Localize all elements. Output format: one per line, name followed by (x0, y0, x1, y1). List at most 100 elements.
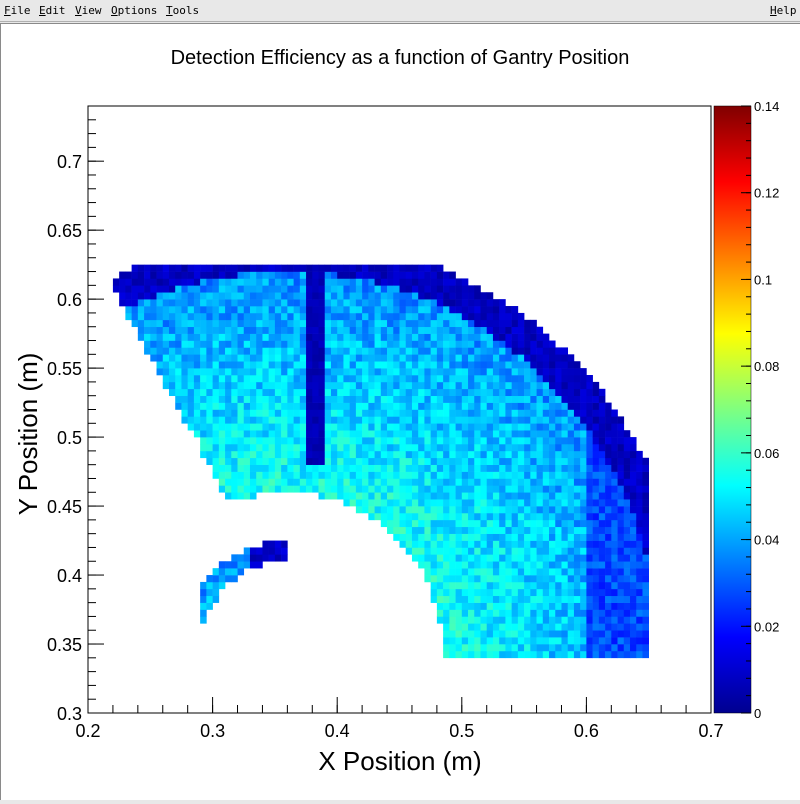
heatmap-bin (511, 630, 519, 638)
heatmap-bin (617, 616, 625, 624)
heatmap-bin (411, 547, 419, 555)
heatmap-bin (623, 430, 631, 438)
heatmap-bin (567, 602, 575, 610)
heatmap-bin (474, 326, 481, 334)
heatmap-bin (443, 402, 450, 410)
heatmap-bin (611, 416, 618, 424)
heatmap-bin (393, 354, 400, 362)
heatmap-bin (517, 430, 525, 438)
heatmap-bin (362, 409, 369, 417)
heatmap-bin (511, 416, 519, 424)
heatmap-bin (200, 609, 207, 617)
heatmap-bin (511, 450, 519, 459)
heatmap-bin (405, 285, 413, 293)
heatmap-bin (418, 512, 425, 521)
heatmap-bin (630, 540, 637, 548)
menu-edit[interactable]: Edit (39, 4, 66, 17)
heatmap-bin (374, 278, 382, 286)
heatmap-bin (505, 326, 512, 334)
heatmap-bin (268, 554, 276, 562)
heatmap-bin (312, 368, 319, 376)
heatmap-bin (131, 299, 139, 307)
heatmap-bin (424, 319, 431, 328)
menu-view[interactable]: View (75, 4, 102, 17)
heatmap-bin (486, 395, 494, 403)
heatmap-bin (524, 354, 531, 362)
heatmap-bin (237, 299, 245, 307)
heatmap-bin (505, 519, 512, 528)
heatmap-bin (517, 492, 525, 500)
heatmap-bin (324, 416, 332, 424)
heatmap-bin (455, 540, 463, 548)
menu-file[interactable]: File (4, 4, 31, 17)
y-axis-label: Y Position (m) (13, 353, 43, 516)
heatmap-bin (611, 430, 618, 438)
heatmap-bin (580, 623, 587, 631)
heatmap-bin (455, 375, 463, 383)
menu-tools[interactable]: Tools (166, 4, 200, 17)
heatmap-bin (293, 409, 301, 417)
heatmap-bin (480, 299, 488, 307)
heatmap-bin (580, 630, 587, 638)
heatmap-bin (486, 581, 494, 590)
heatmap-bin (517, 340, 525, 348)
heatmap-bin (542, 443, 550, 452)
root-canvas[interactable]: Detection Efficiency as a function of Ga… (0, 23, 800, 800)
heatmap-bin (424, 485, 431, 493)
heatmap-bin (542, 457, 550, 465)
heatmap-bin (337, 361, 344, 369)
heatmap-bin (573, 630, 581, 638)
heatmap-bin (349, 492, 357, 500)
heatmap-bin (536, 540, 544, 548)
heatmap-bin (362, 416, 369, 424)
heatmap-bin (362, 375, 369, 383)
heatmap-bin (586, 375, 593, 383)
heatmap-bin (555, 368, 562, 376)
menu-help[interactable]: Help (770, 4, 797, 17)
heatmap-bin (480, 333, 488, 341)
heatmap-bin (249, 285, 257, 293)
heatmap-bin (168, 306, 176, 314)
heatmap-bin (156, 354, 164, 362)
heatmap-bin (561, 561, 569, 569)
heatmap-bin (374, 381, 382, 390)
heatmap-bin (193, 306, 201, 314)
heatmap-bin (517, 595, 525, 603)
heatmap-bin (368, 381, 375, 390)
heatmap-bin (405, 388, 413, 397)
heatmap-bin (567, 506, 575, 514)
heatmap-bin (343, 478, 350, 486)
heatmap-bin (530, 402, 537, 410)
heatmap-bin (630, 526, 637, 534)
heatmap-bin (592, 423, 600, 431)
heatmap-bin (162, 361, 170, 369)
heatmap-bin (499, 650, 506, 659)
heatmap-bin (187, 292, 195, 300)
heatmap-bin (274, 354, 282, 362)
heatmap-bin (424, 430, 431, 438)
heatmap-bin (225, 278, 232, 286)
heatmap-bin (355, 443, 363, 452)
x-tick-label: 0.6 (574, 721, 599, 741)
heatmap-bin (536, 409, 544, 417)
heatmap-bin (555, 554, 562, 562)
heatmap-bin (243, 361, 251, 369)
heatmap-bin (225, 354, 232, 362)
heatmap-bin (449, 616, 456, 624)
heatmap-bin (299, 326, 307, 334)
heatmap-bin (499, 437, 506, 445)
heatmap-bin (362, 492, 369, 500)
heatmap-bin (580, 616, 587, 624)
heatmap-bin (567, 609, 575, 617)
menu-options[interactable]: Options (111, 4, 158, 17)
heatmap-bin (237, 312, 245, 321)
heatmap-bin (505, 609, 512, 617)
heatmap-bin (605, 499, 612, 507)
heatmap-bin (586, 650, 593, 659)
heatmap-bin (449, 568, 456, 576)
heatmap-bin (549, 388, 556, 397)
heatmap-bin (206, 430, 213, 438)
heatmap-bin (424, 292, 431, 300)
heatmap-bin (461, 575, 469, 583)
heatmap-bin (617, 471, 625, 479)
